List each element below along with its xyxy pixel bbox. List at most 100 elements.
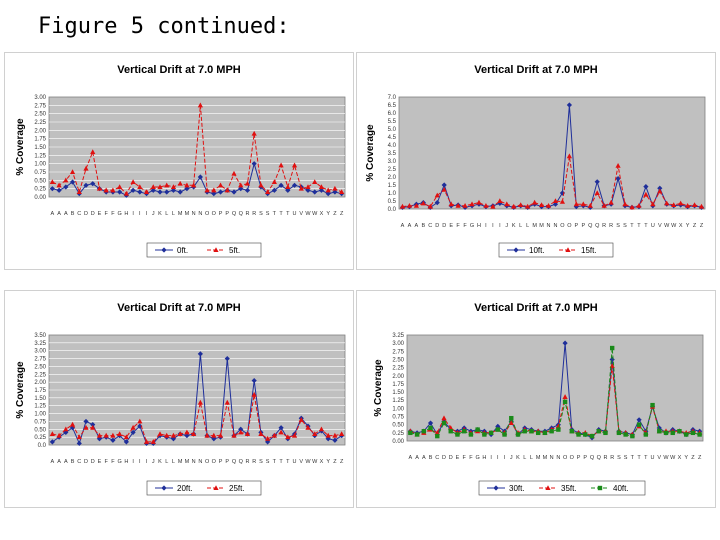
x-tick-label: W <box>312 211 318 217</box>
data-point <box>56 187 62 193</box>
x-tick-label: S <box>623 223 627 229</box>
legend-label: 25ft. <box>229 484 245 493</box>
x-tick-label: A <box>408 223 412 229</box>
y-tick-label: 2.25 <box>34 120 46 126</box>
x-tick-label: V <box>657 455 661 461</box>
data-point <box>671 202 677 207</box>
x-tick-label: I <box>146 459 148 465</box>
data-point <box>103 432 109 438</box>
data-point <box>312 179 318 184</box>
data-point <box>143 189 150 194</box>
x-tick-label: R <box>245 211 249 217</box>
x-tick-label: Q <box>595 223 600 229</box>
data-point <box>332 437 338 443</box>
x-tick-label: N <box>556 455 560 461</box>
x-tick-label: R <box>602 223 606 229</box>
data-point <box>325 432 331 438</box>
x-tick-label: A <box>422 455 426 461</box>
data-point <box>414 432 420 437</box>
data-point <box>495 427 501 432</box>
chart-title: Vertical Drift at 7.0 MPH <box>117 64 241 76</box>
x-tick-label: W <box>312 459 318 465</box>
data-point <box>545 203 552 208</box>
legend-label: 20ft. <box>177 484 193 493</box>
legend-marker <box>513 247 519 253</box>
x-tick-label: I <box>497 455 499 461</box>
y-tick-label: 1.50 <box>392 390 404 396</box>
chart-title: Vertical Drift at 7.0 MPH <box>117 302 241 314</box>
data-point <box>96 185 103 191</box>
x-tick-label: L <box>526 223 529 229</box>
y-tick-label: 2.00 <box>34 128 46 134</box>
y-tick-label: 5.0 <box>388 127 397 133</box>
data-point <box>318 187 325 193</box>
data-point <box>643 191 649 197</box>
x-tick-label: T <box>286 211 290 217</box>
data-point <box>663 430 669 436</box>
data-point <box>177 189 183 195</box>
data-point <box>63 177 69 183</box>
x-tick-label: A <box>401 223 405 229</box>
data-point <box>110 187 116 193</box>
data-point <box>123 434 129 440</box>
x-tick-label: G <box>470 223 474 229</box>
chart-panel-top-right: Vertical Drift at 7.0 MPH % Coverage 0.0 0.… <box>356 52 716 270</box>
y-tick-label: 1.00 <box>392 406 404 412</box>
x-tick-label: R <box>603 455 607 461</box>
data-point <box>650 402 655 408</box>
x-tick-label: S <box>624 455 628 461</box>
data-point <box>170 432 177 438</box>
data-point <box>83 418 89 425</box>
y-tick-label: 3.25 <box>392 333 404 339</box>
data-point <box>150 439 156 444</box>
y-axis-label: % Coverage <box>15 118 26 176</box>
x-tick-label: P <box>219 459 223 465</box>
data-point <box>636 417 642 423</box>
y-tick-label: 0.5 <box>388 199 397 205</box>
data-point <box>413 203 419 208</box>
x-tick-label: H <box>477 223 481 229</box>
x-tick-label: H <box>124 459 128 465</box>
x-tick-label: I <box>146 211 148 217</box>
data-point <box>96 436 103 442</box>
slide-title: Figure 5 continued: <box>38 14 290 39</box>
x-tick-label: D <box>442 455 446 461</box>
data-point <box>636 422 642 427</box>
data-point <box>542 430 548 436</box>
data-point <box>559 199 566 204</box>
data-point <box>421 429 427 434</box>
plot-area <box>406 334 704 442</box>
data-point <box>211 187 217 193</box>
chart-panel-bottom-right: Vertical Drift at 7.0 MPH % Coverage 0.00 0… <box>356 290 716 508</box>
data-point <box>594 179 600 185</box>
x-tick-label: I <box>492 223 494 229</box>
legend-label: 15ft. <box>581 246 597 255</box>
x-tick-label: C <box>77 211 81 217</box>
data-point <box>339 431 345 436</box>
data-point <box>408 430 413 436</box>
data-point <box>130 424 136 430</box>
x-tick-label: L <box>165 211 168 217</box>
x-tick-label: B <box>422 223 426 229</box>
data-point <box>278 429 284 435</box>
data-point <box>291 182 298 188</box>
x-tick-label: W <box>305 459 311 465</box>
x-tick-label: A <box>415 223 419 229</box>
chart-bottom-left: Vertical Drift at 7.0 MPH % Coverage 0.0 0.… <box>15 302 346 496</box>
data-point <box>117 184 123 189</box>
legend-marker <box>493 485 499 491</box>
x-tick-label: U <box>651 455 655 461</box>
data-point <box>332 432 338 438</box>
data-point <box>305 424 311 430</box>
y-tick-label: 6.0 <box>388 111 397 117</box>
data-point <box>461 429 467 434</box>
data-point <box>231 189 237 195</box>
data-point <box>69 179 76 185</box>
data-point <box>332 185 338 191</box>
legend-marker <box>597 485 603 491</box>
data-point <box>656 425 662 431</box>
x-tick-label: A <box>57 459 61 465</box>
data-point <box>532 199 538 205</box>
data-point <box>643 184 649 190</box>
y-tick-label: 2.25 <box>392 366 404 372</box>
